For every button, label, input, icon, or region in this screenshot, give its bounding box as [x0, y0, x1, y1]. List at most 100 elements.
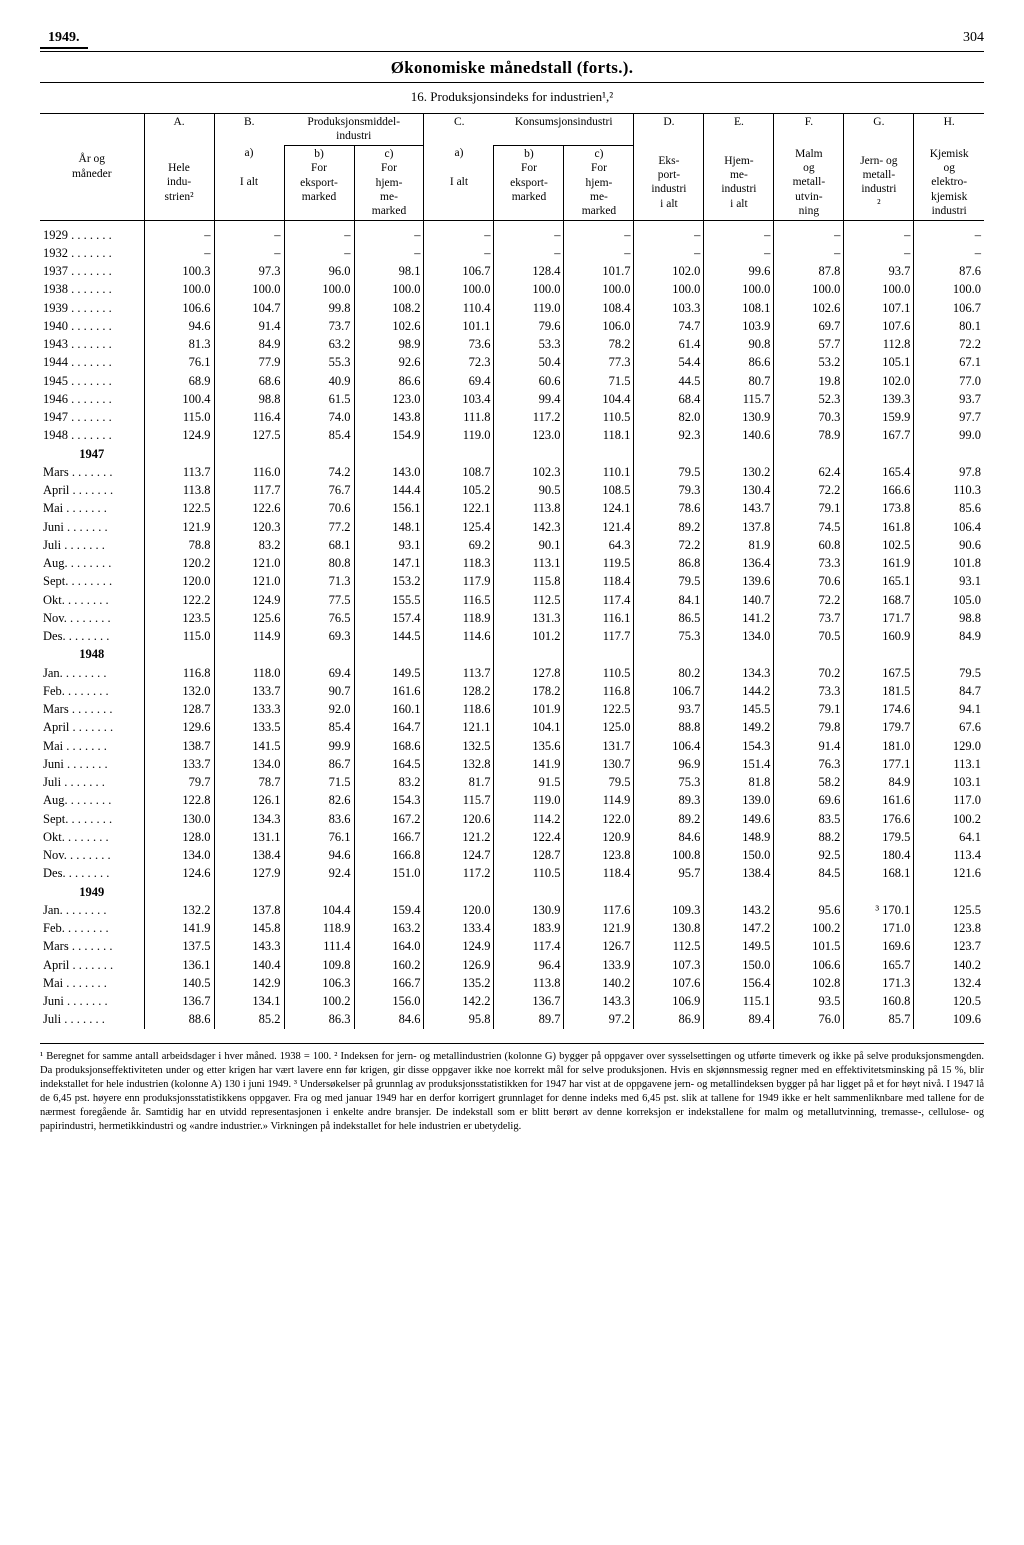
cell: 125.6 [214, 609, 284, 627]
cell: 132.0 [144, 682, 214, 700]
cell: 100.0 [144, 280, 214, 298]
cell: – [914, 220, 984, 244]
cell: 140.2 [564, 974, 634, 992]
cell: 99.9 [284, 737, 354, 755]
cell: – [354, 220, 424, 244]
cell: 154.3 [704, 737, 774, 755]
cell: 70.5 [774, 627, 844, 645]
cell: 132.5 [424, 737, 494, 755]
cell: 127.9 [214, 864, 284, 882]
cell: 100.2 [774, 919, 844, 937]
cell: 79.1 [774, 499, 844, 517]
row-label: Okt. [40, 828, 144, 846]
cell: 161.6 [844, 791, 914, 809]
cell: 124.7 [424, 846, 494, 864]
cell: 124.9 [144, 426, 214, 444]
cell: 130.8 [634, 919, 704, 937]
cell: 143.3 [214, 937, 284, 955]
cell: 109.3 [634, 901, 704, 919]
cell: 70.2 [774, 664, 844, 682]
cell: 129.0 [914, 737, 984, 755]
row-label: Juli [40, 1010, 144, 1028]
cell: 143.3 [564, 992, 634, 1010]
cell: 93.7 [914, 390, 984, 408]
cell: 180.4 [844, 846, 914, 864]
cell: 101.9 [494, 700, 564, 718]
cell: 84.7 [914, 682, 984, 700]
cell: 143.7 [704, 499, 774, 517]
cell: 165.4 [844, 463, 914, 481]
cell: 76.0 [774, 1010, 844, 1028]
cell: 149.2 [704, 718, 774, 736]
row-label: 1938 [40, 280, 144, 298]
cell: 113.1 [494, 554, 564, 572]
cell: 156.4 [704, 974, 774, 992]
cell: 120.5 [914, 992, 984, 1010]
cell: 131.7 [564, 737, 634, 755]
cell: 106.7 [424, 262, 494, 280]
cell: 118.4 [564, 572, 634, 590]
cell: 123.0 [354, 390, 424, 408]
cell: 72.2 [914, 335, 984, 353]
cell: 80.8 [284, 554, 354, 572]
cell: 124.9 [424, 937, 494, 955]
cell: 100.3 [144, 262, 214, 280]
cell: 136.1 [144, 956, 214, 974]
cell: 123.0 [494, 426, 564, 444]
cell: 139.0 [704, 791, 774, 809]
row-label: 1944 [40, 353, 144, 371]
cell: 156.0 [354, 992, 424, 1010]
row-label: 1932 [40, 244, 144, 262]
cell: 104.4 [564, 390, 634, 408]
cell: 101.7 [564, 262, 634, 280]
cell: – [634, 244, 704, 262]
cell: 40.9 [284, 372, 354, 390]
cell: 69.2 [424, 536, 494, 554]
cell: 90.5 [494, 481, 564, 499]
cell: 121.9 [144, 518, 214, 536]
cell: 117.7 [214, 481, 284, 499]
cell: 102.6 [354, 317, 424, 335]
cell: 89.3 [634, 791, 704, 809]
cell: 108.4 [564, 299, 634, 317]
cell: 70.3 [774, 408, 844, 426]
cell: 164.0 [354, 937, 424, 955]
cell: 19.8 [774, 372, 844, 390]
cell: 92.3 [634, 426, 704, 444]
cell: 122.4 [494, 828, 564, 846]
cell: 97.8 [914, 463, 984, 481]
cell: 121.4 [564, 518, 634, 536]
row-label: Feb. [40, 682, 144, 700]
row-label: Nov. [40, 846, 144, 864]
cell: 120.9 [564, 828, 634, 846]
cell: 117.6 [564, 901, 634, 919]
cell: – [844, 220, 914, 244]
cell: 178.2 [494, 682, 564, 700]
cell: 70.6 [774, 572, 844, 590]
cell: 89.2 [634, 810, 704, 828]
cell: 155.5 [354, 591, 424, 609]
cell: 123.5 [144, 609, 214, 627]
cell: 115.0 [144, 408, 214, 426]
cell: 54.4 [634, 353, 704, 371]
cell: – [704, 244, 774, 262]
cell: 142.2 [424, 992, 494, 1010]
table-body: 1929––––––––––––1932––––––––––––1937100.… [40, 220, 984, 1029]
cell: 105.0 [914, 591, 984, 609]
cell: 96.0 [284, 262, 354, 280]
cell: 132.2 [144, 901, 214, 919]
cell: 78.6 [634, 499, 704, 517]
cell: 76.1 [284, 828, 354, 846]
cell: 126.9 [424, 956, 494, 974]
cell: 72.3 [424, 353, 494, 371]
cell: 88.8 [634, 718, 704, 736]
cell: 122.5 [144, 499, 214, 517]
cell: 77.5 [284, 591, 354, 609]
cell: 107.3 [634, 956, 704, 974]
cell: 84.9 [214, 335, 284, 353]
row-label: Juni [40, 755, 144, 773]
cell: 93.7 [634, 700, 704, 718]
cell: 80.2 [634, 664, 704, 682]
cell: 140.2 [914, 956, 984, 974]
cell: – [424, 244, 494, 262]
